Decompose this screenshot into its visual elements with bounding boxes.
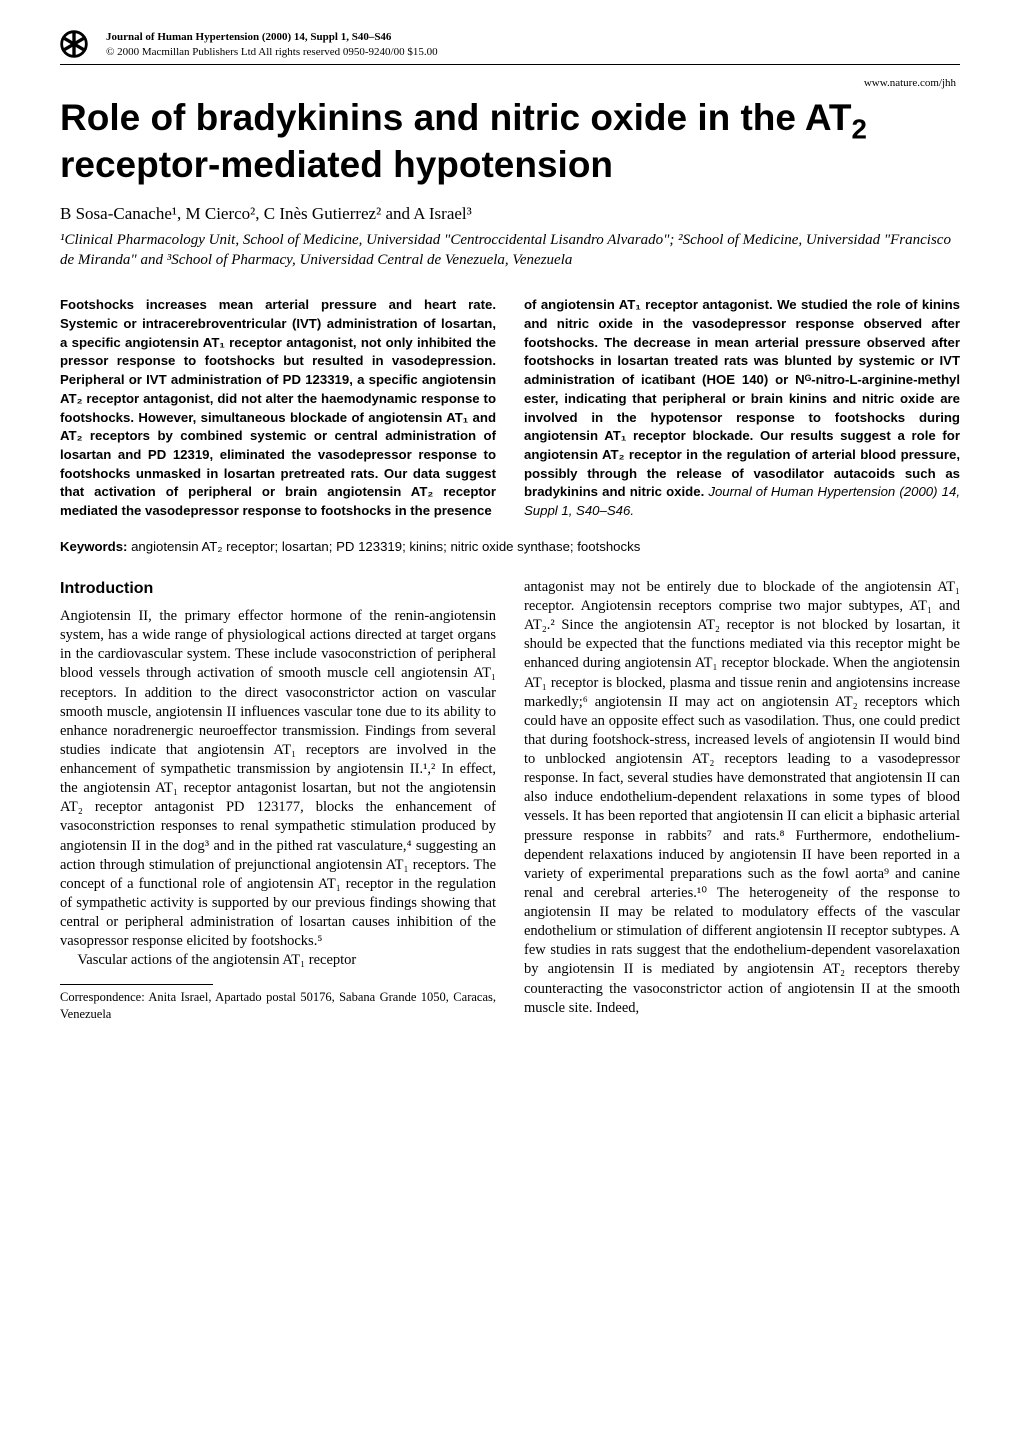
copyright-line: © 2000 Macmillan Publishers Ltd All righ… bbox=[106, 46, 438, 58]
intro-paragraph-2: Vascular actions of the angiotensin AT₁ … bbox=[60, 951, 496, 970]
journal-name: Journal of Human Hypertension (2000) 14,… bbox=[106, 31, 391, 43]
abstract-right: of angiotensin AT₁ receptor antagonist. … bbox=[524, 296, 960, 521]
abstract-block: Footshocks increases mean arterial press… bbox=[60, 296, 960, 521]
keywords-label: Keywords: bbox=[60, 539, 131, 554]
author-list: B Sosa-Canache¹, M Cierco², C Inès Gutie… bbox=[60, 204, 960, 224]
journal-info-block: Journal of Human Hypertension (2000) 14,… bbox=[106, 30, 438, 60]
abstract-right-text: of angiotensin AT₁ receptor antagonist. … bbox=[524, 297, 960, 499]
intro-paragraph-1: Angiotensin II, the primary effector hor… bbox=[60, 607, 496, 951]
body-right-col: antagonist may not be entirely due to bl… bbox=[524, 578, 960, 1022]
keywords-line: Keywords: angiotensin AT₂ receptor; losa… bbox=[60, 539, 960, 554]
paper-title: Role of bradykinins and nitric oxide in … bbox=[60, 97, 960, 186]
correspondence-footnote: Correspondence: Anita Israel, Apartado p… bbox=[60, 989, 496, 1022]
header-rule bbox=[60, 64, 960, 65]
abstract-left: Footshocks increases mean arterial press… bbox=[60, 296, 496, 521]
intro-paragraph-continued: antagonist may not be entirely due to bl… bbox=[524, 578, 960, 1018]
body-columns: Introduction Angiotensin II, the primary… bbox=[60, 578, 960, 1022]
journal-url: www.nature.com/jhh bbox=[60, 77, 956, 89]
body-left-col: Introduction Angiotensin II, the primary… bbox=[60, 578, 496, 1022]
footnote-rule bbox=[60, 984, 213, 985]
affiliations: ¹Clinical Pharmacology Unit, School of M… bbox=[60, 230, 960, 271]
npg-logo-icon bbox=[60, 30, 88, 58]
keywords-text: angiotensin AT₂ receptor; losartan; PD 1… bbox=[131, 539, 640, 554]
introduction-heading: Introduction bbox=[60, 578, 496, 599]
journal-header: Journal of Human Hypertension (2000) 14,… bbox=[60, 30, 960, 60]
